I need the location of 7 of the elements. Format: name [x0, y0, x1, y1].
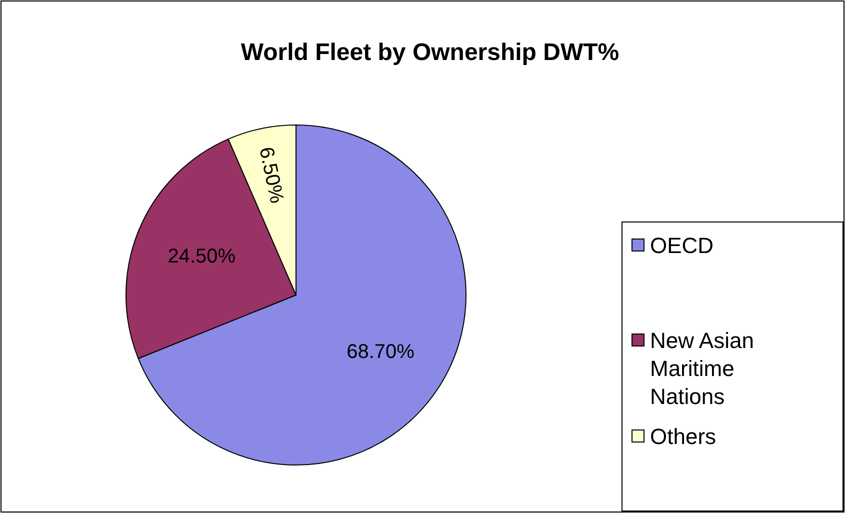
data-label: 24.50% — [168, 245, 236, 268]
legend-label: OECD — [650, 232, 714, 258]
data-label: 6.50% — [254, 145, 288, 206]
legend-label: Others — [650, 424, 716, 448]
chart-title: World Fleet by Ownership DWT% — [240, 39, 620, 66]
legend-label: New Asian Maritime Nations — [650, 328, 754, 408]
data-label: 68.70% — [346, 341, 415, 364]
